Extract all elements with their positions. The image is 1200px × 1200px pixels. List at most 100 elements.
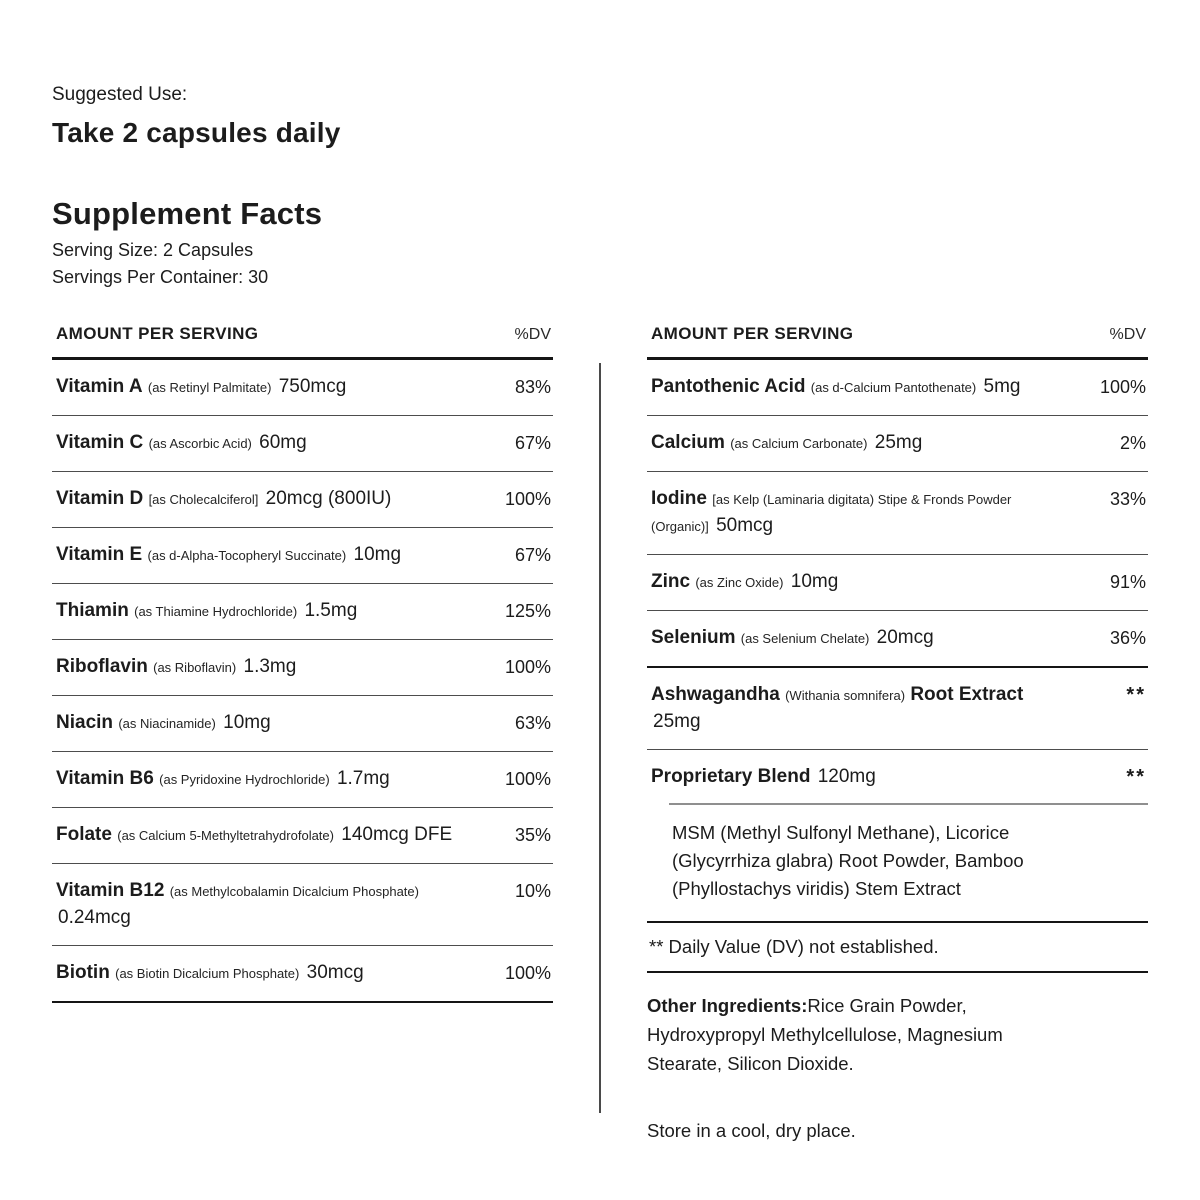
ingredient-dv: **: [1126, 684, 1146, 706]
ingredient-source: [as Kelp (Laminaria digitata) Stipe & Fr…: [651, 492, 1012, 534]
table-row: Pantothenic Acid (as d-Calcium Pantothen…: [647, 360, 1148, 416]
ingredient-name: Proprietary Blend: [651, 766, 811, 787]
ingredient-source: (as Thiamine Hydrochloride): [134, 604, 298, 619]
ingredient-amount: 120mg: [817, 766, 876, 787]
ingredient-dv: 2%: [1119, 433, 1146, 453]
suggested-use-value: Take 2 capsules daily: [52, 117, 341, 148]
ingredient-source: (as Riboflavin): [153, 660, 237, 675]
left-column: AMOUNT PER SERVING %DV Vitamin A (as Ret…: [52, 318, 553, 1142]
other-ingredients-value: Rice Grain Powder, Hydroxypropyl Methylc…: [647, 995, 1003, 1074]
facts-columns: AMOUNT PER SERVING %DV Vitamin A (as Ret…: [52, 318, 1148, 1142]
ingredient-name: Biotin: [56, 962, 110, 983]
ingredient-dv: 125%: [504, 601, 551, 621]
ingredient-name: Vitamin D: [56, 488, 144, 509]
dv-not-established-note: ** Daily Value (DV) not established.: [647, 923, 1148, 973]
proprietary-blend-contents: MSM (Methyl Sulfonyl Methane), Licorice …: [647, 805, 1148, 923]
ingredient-name: Folate: [56, 824, 112, 845]
ingredient-amount: 30mcg: [306, 962, 364, 983]
ingredient-amount: 1.3mg: [243, 656, 297, 677]
ingredient-source: (as Niacinamide): [118, 716, 216, 731]
table-row: Niacin (as Niacinamide) 10mg 63%: [52, 696, 553, 752]
ingredient-amount: 20mcg (800IU): [265, 488, 392, 509]
ingredient-source: (as Zinc Oxide): [695, 575, 784, 590]
ingredient-text: Folate (as Calcium 5-Methyltetrahydrofol…: [56, 822, 474, 849]
table-row: Riboflavin (as Riboflavin) 1.3mg 100%: [52, 640, 553, 696]
table-row: Ashwagandha (Withania somnifera) Root Ex…: [647, 668, 1148, 750]
ingredient-name: Niacin: [56, 712, 114, 733]
ingredient-amount: 5mg: [983, 376, 1021, 397]
ingredient-dv: 10%: [514, 881, 551, 901]
ingredient-text: Vitamin B12 (as Methylcobalamin Dicalciu…: [56, 878, 474, 931]
amount-per-serving-header: AMOUNT PER SERVING: [651, 324, 854, 343]
table-row: Selenium (as Selenium Chelate) 20mcg 36%: [647, 611, 1148, 668]
ingredient-amount: 20mcg: [876, 627, 934, 648]
left-table-header: AMOUNT PER SERVING %DV: [52, 318, 553, 360]
ingredient-amount: 25mg: [874, 432, 923, 453]
dv-header: %DV: [1109, 326, 1146, 343]
ingredient-text: Vitamin A (as Retinyl Palmitate) 750mcg: [56, 374, 474, 401]
column-divider: [599, 363, 601, 1113]
ingredient-name: Vitamin A: [56, 376, 143, 397]
ingredient-source: (as Ascorbic Acid): [148, 436, 252, 451]
ingredient-name: Calcium: [651, 432, 725, 453]
table-row: Iodine [as Kelp (Laminaria digitata) Sti…: [647, 472, 1148, 555]
right-table-header: AMOUNT PER SERVING %DV: [647, 318, 1148, 360]
table-row: Folate (as Calcium 5-Methyltetrahydrofol…: [52, 808, 553, 864]
table-row: Vitamin C (as Ascorbic Acid) 60mg 67%: [52, 416, 553, 472]
proprietary-blend-divider: [669, 803, 1148, 805]
ingredient-source: (as Methylcobalamin Dicalcium Phosphate): [169, 884, 419, 899]
table-row: Proprietary Blend 120mg **: [647, 750, 1148, 803]
ingredient-amount: 1.5mg: [304, 600, 358, 621]
ingredient-source: (as d-Alpha-Tocopheryl Succinate): [147, 548, 347, 563]
ingredient-name: Selenium: [651, 627, 736, 648]
ingredient-source: (as Selenium Chelate): [740, 631, 870, 646]
ingredient-dv: 100%: [504, 657, 551, 677]
ingredient-name: Ashwagandha: [651, 684, 780, 705]
proprietary-blend-contents-text: MSM (Methyl Sulfonyl Methane), Licorice …: [672, 822, 1024, 899]
ingredient-text: Selenium (as Selenium Chelate) 20mcg: [651, 625, 1069, 652]
dv-header: %DV: [514, 326, 551, 343]
ingredient-name: Iodine: [651, 488, 707, 509]
ingredient-dv: 35%: [514, 825, 551, 845]
other-ingredients: Other Ingredients:Rice Grain Powder, Hyd…: [647, 991, 1062, 1078]
ingredient-dv: 67%: [514, 433, 551, 453]
table-row: Calcium (as Calcium Carbonate) 25mg 2%: [647, 416, 1148, 472]
ingredient-amount: 1.7mg: [336, 768, 390, 789]
ingredient-dv: 67%: [514, 545, 551, 565]
ingredient-amount: 60mg: [259, 432, 307, 453]
servings-per-container: Servings Per Container: 30: [52, 267, 269, 287]
serving-size: Serving Size: 2 Capsules: [52, 240, 254, 260]
ingredient-dv: 100%: [504, 963, 551, 983]
table-row: Vitamin D [as Cholecalciferol] 20mcg (80…: [52, 472, 553, 528]
right-column: AMOUNT PER SERVING %DV Pantothenic Acid …: [647, 318, 1148, 1142]
table-row: Biotin (as Biotin Dicalcium Phosphate) 3…: [52, 946, 553, 1003]
ingredient-amount: 10mg: [223, 712, 271, 733]
table-row: Zinc (as Zinc Oxide) 10mg 91%: [647, 555, 1148, 611]
ingredient-dv: 100%: [504, 489, 551, 509]
table-row: Vitamin B6 (as Pyridoxine Hydrochloride)…: [52, 752, 553, 808]
ingredient-dv: 100%: [1099, 377, 1146, 397]
ingredient-amount: 50mcg: [716, 515, 774, 536]
amount-per-serving-header: AMOUNT PER SERVING: [56, 324, 259, 343]
suggested-use-label: Suggested Use:: [52, 84, 188, 105]
ingredient-amount: 0.24mcg: [58, 907, 131, 928]
ingredient-name: Zinc: [651, 571, 691, 592]
ingredient-text: Iodine [as Kelp (Laminaria digitata) Sti…: [651, 486, 1069, 540]
ingredient-text: Vitamin B6 (as Pyridoxine Hydrochloride)…: [56, 766, 474, 793]
ingredient-amount: 140mcg DFE: [341, 824, 453, 845]
other-ingredients-label: Other Ingredients:: [647, 995, 808, 1016]
ingredient-text: Vitamin C (as Ascorbic Acid) 60mg: [56, 430, 474, 457]
table-row: Vitamin A (as Retinyl Palmitate) 750mcg …: [52, 360, 553, 416]
ingredient-source: (as Calcium 5-Methyltetrahydrofolate): [117, 828, 334, 843]
table-row: Vitamin E (as d-Alpha-Tocopheryl Succina…: [52, 528, 553, 584]
ingredient-dv: 36%: [1109, 628, 1146, 648]
ingredient-name: Thiamin: [56, 600, 129, 621]
ingredient-source: (as Calcium Carbonate): [730, 436, 868, 451]
ingredient-name: Pantothenic Acid: [651, 376, 806, 397]
ingredient-text: Vitamin D [as Cholecalciferol] 20mcg (80…: [56, 486, 474, 513]
ingredient-dv: 91%: [1109, 572, 1146, 592]
ingredient-dv: 83%: [514, 377, 551, 397]
ingredient-text: Niacin (as Niacinamide) 10mg: [56, 710, 474, 737]
ingredient-text: Vitamin E (as d-Alpha-Tocopheryl Succina…: [56, 542, 474, 569]
